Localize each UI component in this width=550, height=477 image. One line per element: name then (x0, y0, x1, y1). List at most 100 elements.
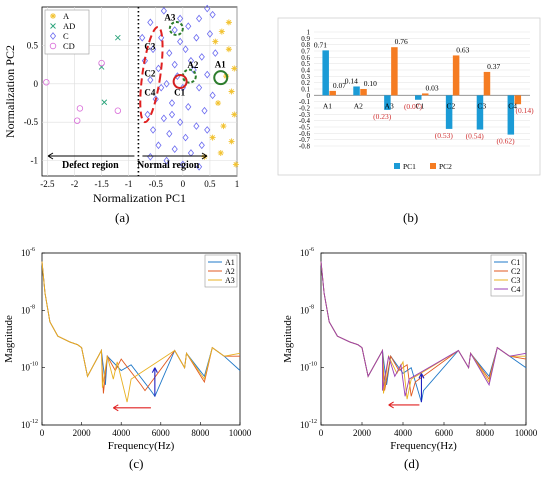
x-tick-label: -1.5 (94, 179, 109, 189)
point-CD (74, 117, 81, 124)
annotation-c4: C4 (144, 88, 155, 98)
point-C (49, 32, 57, 40)
bar-pc2-c4 (514, 95, 522, 105)
point-C (168, 110, 176, 119)
bar-y-tick-label: 0.9 (301, 35, 310, 43)
y-axis-label: Normalization PC2 (3, 45, 17, 138)
x-tick-label: 1 (235, 179, 240, 189)
bar-y-tick-label: -0.2 (299, 105, 311, 113)
bar-chart-frame (277, 17, 541, 176)
bar-pc2-c1 (422, 93, 429, 96)
point-C (212, 49, 219, 57)
point-C (209, 91, 216, 100)
point-C (193, 122, 200, 130)
bar-y-tick-label: -0.4 (299, 117, 311, 125)
bar-category-label: C3 (477, 101, 486, 110)
point-C (185, 103, 192, 111)
frf-y-tick-label: 10 (300, 305, 310, 315)
annotation-a3: A3 (164, 13, 175, 23)
point-A (220, 123, 227, 130)
frf-y-tick-label: 10 (300, 363, 310, 373)
point-C (204, 126, 211, 134)
point-C (171, 145, 178, 153)
point-C (160, 114, 167, 123)
point-C (149, 126, 157, 134)
bar-y-tick-label: 0.6 (301, 54, 310, 62)
y-tick-label: -0.5 (24, 117, 39, 127)
frf-y-tick-label: 10 (21, 363, 31, 373)
point-C (204, 4, 211, 13)
c-cluster-ellipse (139, 26, 164, 124)
frf-x-tick-label: 10000 (229, 428, 252, 438)
bar-pc2-c2 (452, 55, 460, 96)
frf-y-tick-label: 10 (21, 248, 31, 258)
point-A (228, 88, 235, 95)
point-C (168, 99, 176, 107)
point-C (144, 110, 151, 119)
point-C (158, 83, 165, 92)
point-A (217, 149, 224, 156)
frf-y-tick-exponent: -6 (30, 247, 35, 253)
annotation-ring (172, 74, 188, 90)
point-C (171, 26, 178, 34)
frf-x-tick-label: 8000 (476, 428, 495, 438)
point-A (50, 13, 56, 19)
bar-value-label: 0.03 (425, 83, 438, 92)
frf-y-tick-label: 10 (300, 420, 310, 430)
point-C (179, 160, 186, 169)
frf-x-tick-label: 10000 (515, 428, 538, 438)
bar-value-label: (0.62) (497, 137, 516, 146)
frf-y-tick-exponent: -12 (30, 419, 38, 425)
frf-shift-arrow (112, 404, 151, 412)
bar-value-label: 0.10 (364, 79, 377, 88)
bar-category-label: A2 (354, 101, 363, 110)
bar-y-tick-label: 1 (307, 29, 311, 37)
frf-x-tick-label: 4000 (112, 428, 131, 438)
frf-legend-a1: A1 (225, 258, 235, 267)
point-C (171, 60, 178, 69)
point-CD (43, 79, 50, 86)
point-A (231, 65, 238, 72)
bar-y-tick-label: -0.3 (299, 111, 311, 119)
point-C (196, 14, 203, 23)
bar-pc2-a3 (391, 47, 398, 96)
point-CD (76, 105, 84, 112)
point-C (196, 162, 203, 171)
panel-label-a: (a) (115, 210, 130, 225)
point-AD (115, 34, 121, 41)
point-A (212, 38, 219, 45)
point-C (187, 56, 195, 65)
frf-shift-arrow (388, 401, 420, 409)
point-C (185, 22, 192, 31)
point-C (206, 30, 213, 38)
x-tick-label: -1 (125, 179, 133, 189)
frf-panel-c: 0 2000 4000 6000 8000 1000010-610-810-1010-12… (3, 247, 252, 452)
point-C (163, 79, 170, 88)
point-C (193, 33, 200, 42)
annotation-a2: A2 (187, 60, 198, 70)
bar-value-label: 0.37 (487, 62, 500, 71)
bar-y-tick-label: -0.1 (299, 98, 311, 106)
point-A (201, 153, 208, 160)
point-AD (101, 99, 108, 106)
bar-value-label: (0.23) (373, 112, 392, 121)
bar-value-label: 0.76 (395, 37, 408, 46)
x-tick-label: 0.5 (204, 179, 216, 189)
frf-y-axis-label: Magnitude (3, 315, 15, 363)
point-A (218, 28, 225, 35)
point-A (225, 46, 232, 53)
point-C (196, 83, 203, 92)
point-C (209, 10, 216, 19)
bar-value-label: 0.14 (345, 76, 358, 85)
point-A (228, 138, 235, 145)
point-A (232, 161, 239, 168)
frf-y-tick-exponent: -10 (30, 362, 38, 368)
panel-label-d: (d) (404, 456, 420, 471)
defect-region-arrow (47, 152, 135, 160)
point-C (141, 56, 148, 65)
bar-pc1-a3 (384, 95, 391, 110)
bar-legend-swatch (430, 163, 436, 169)
legend-entry-cd: CD (63, 41, 75, 51)
